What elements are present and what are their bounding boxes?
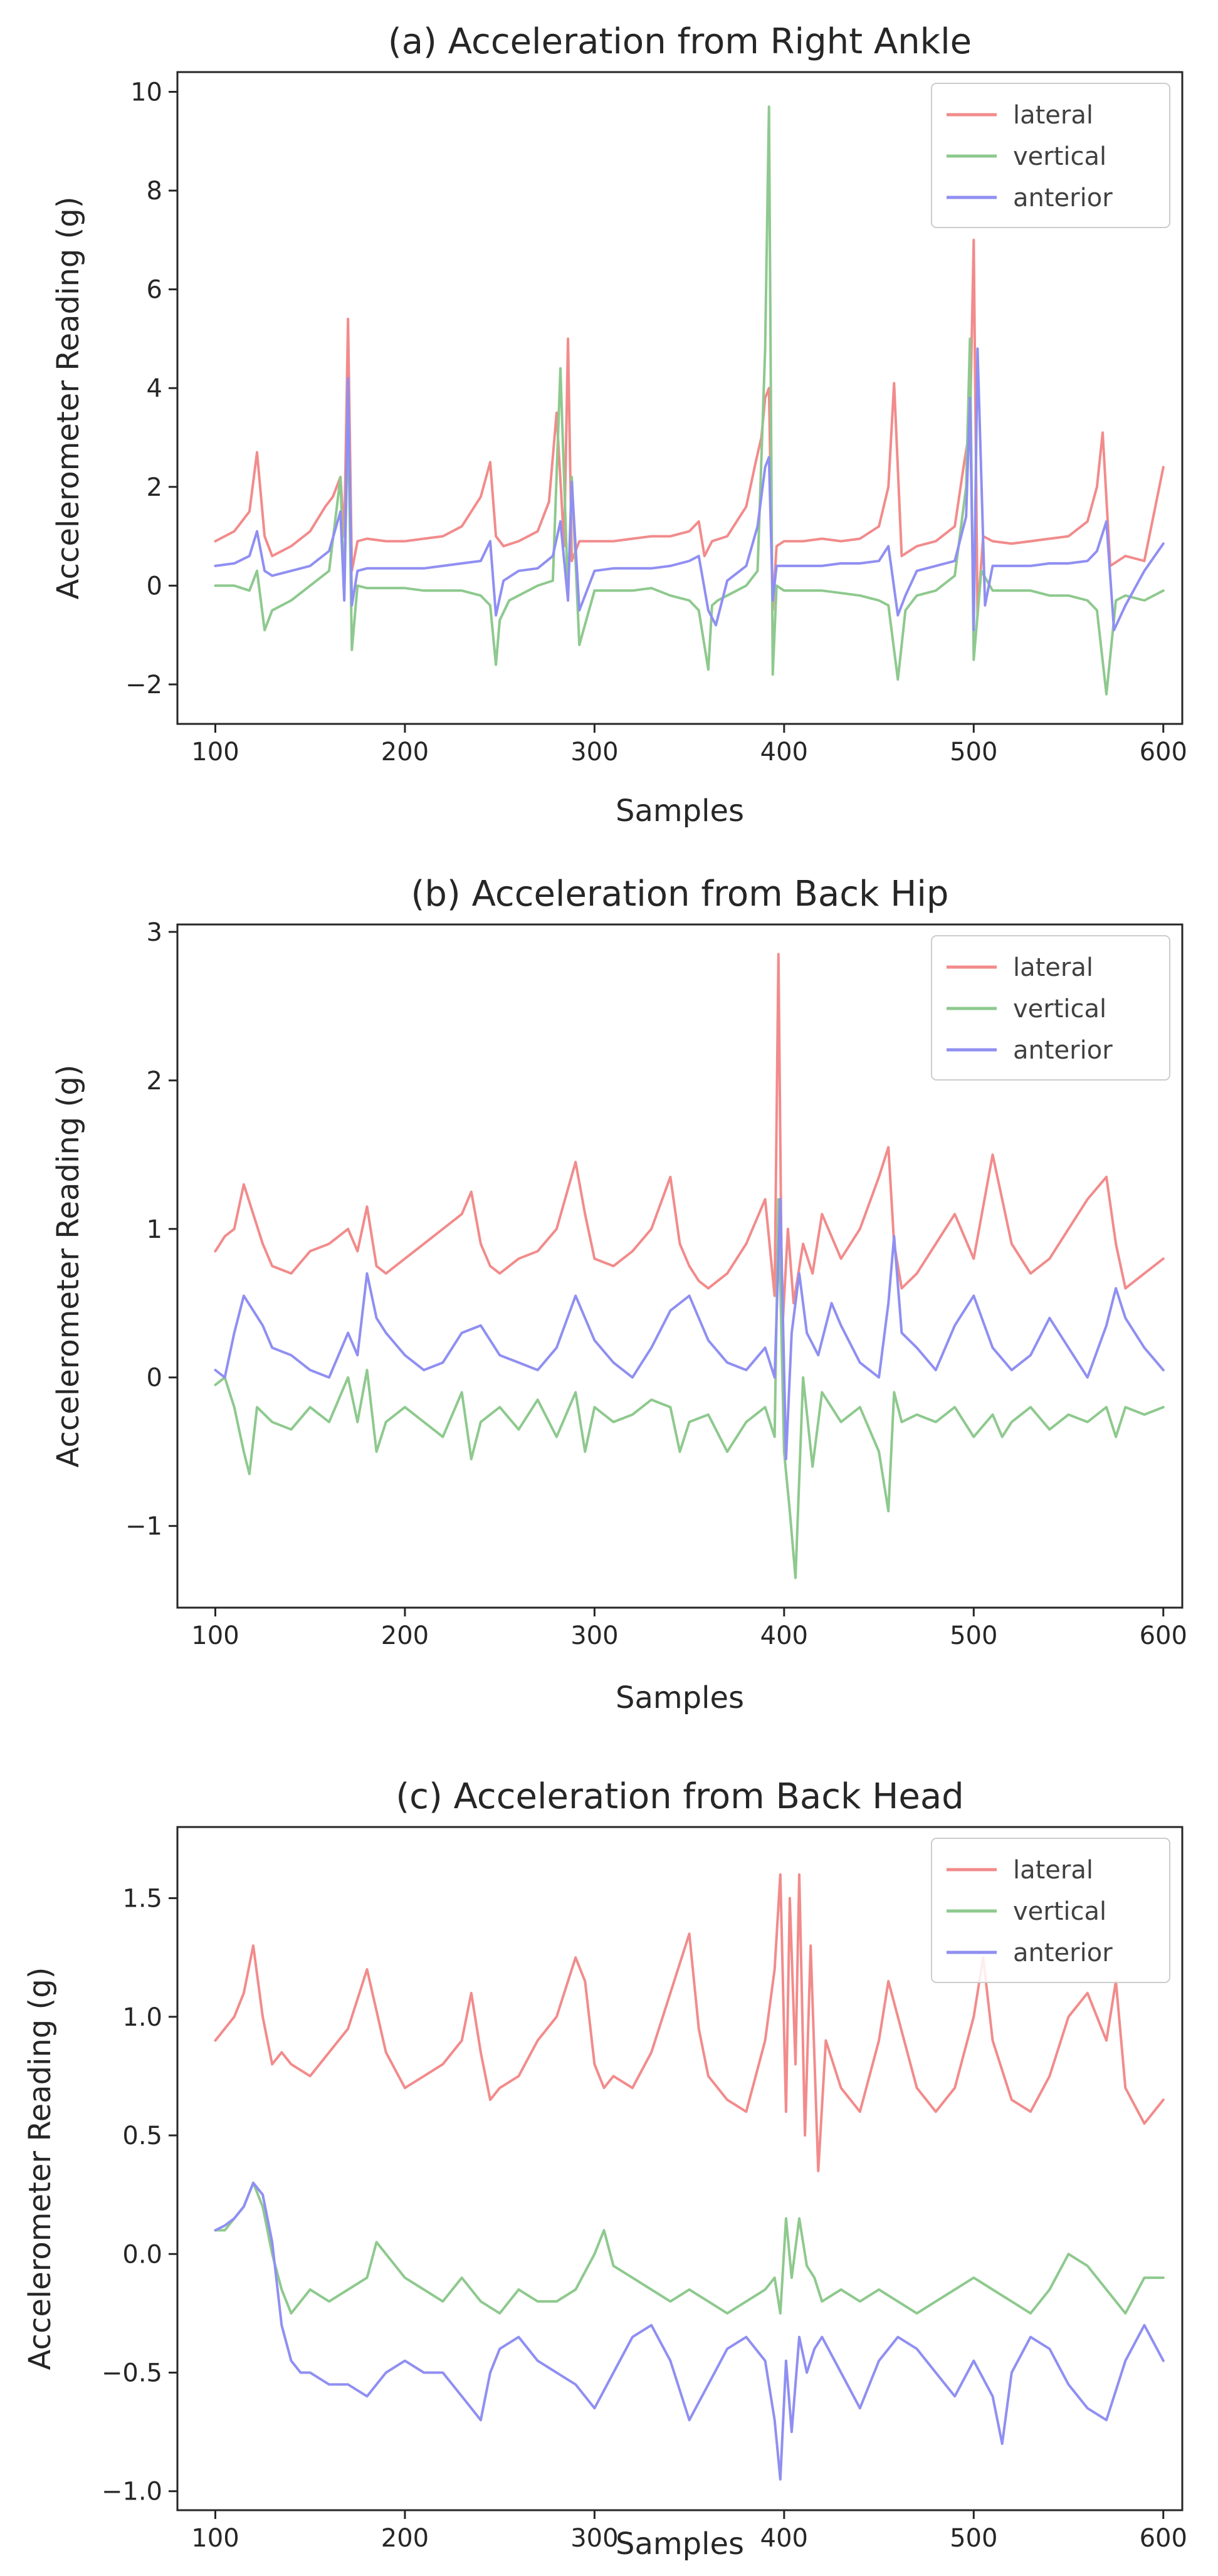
legend: lateral vertical anterior <box>931 1838 1170 1983</box>
y-tick-label: 3 <box>147 918 162 947</box>
x-tick-label: 100 <box>191 1621 239 1650</box>
legend-label-anterior: anterior <box>1013 1036 1113 1065</box>
series-line-lateral <box>214 238 1165 617</box>
legend-label-lateral: lateral <box>1013 953 1093 982</box>
legend-label-lateral: lateral <box>1013 101 1093 130</box>
y-axis-label: Accelerometer Reading (g) <box>51 197 86 600</box>
series-line-vertical <box>214 105 1165 696</box>
y-axis-label: Accelerometer Reading (g) <box>51 1065 86 1468</box>
x-tick-label: 200 <box>381 1621 429 1650</box>
legend-box <box>931 935 1170 1081</box>
y-tick-label: 0 <box>147 1364 162 1393</box>
plot-frame <box>176 1826 1184 2511</box>
legend: lateral vertical anterior <box>931 83 1170 228</box>
y-tick-label: 4 <box>147 374 162 403</box>
legend: lateral vertical anterior <box>931 935 1170 1081</box>
series-line-lateral <box>214 1873 1165 2172</box>
chart-title: (b) Acceleration from Back Hip <box>411 874 949 914</box>
chart-panel-1: (b) Acceleration from Back Hip 100 200 300 4… <box>51 874 1187 1715</box>
y-tick-label: 1.0 <box>122 2003 162 2032</box>
chart-title: (a) Acceleration from Right Ankle <box>388 21 972 62</box>
y-tick-label: −2 <box>125 671 162 699</box>
y-tick-label: 1 <box>147 1215 162 1244</box>
x-tick-label: 300 <box>570 1621 618 1650</box>
plot-frame <box>176 71 1184 725</box>
legend-label-anterior: anterior <box>1013 184 1113 212</box>
legend-box <box>931 83 1170 228</box>
y-tick-label: 0.0 <box>122 2240 162 2269</box>
x-axis-label: Samples <box>616 1680 744 1715</box>
series-line-vertical <box>214 2181 1165 2315</box>
y-tick-label: 2 <box>147 1067 162 1096</box>
x-tick-label: 300 <box>570 2524 618 2553</box>
y-tick-label: −1 <box>125 1512 162 1541</box>
legend-box <box>931 1838 1170 1983</box>
y-tick-label: 1.5 <box>122 1885 162 1914</box>
y-tick-label: 2 <box>147 473 162 502</box>
y-tick-label: 0 <box>147 572 162 600</box>
y-tick-label: 10 <box>130 78 162 107</box>
y-tick-label: −0.5 <box>102 2359 162 2387</box>
x-tick-label: 200 <box>381 738 429 767</box>
series-line-lateral <box>214 953 1165 1334</box>
x-tick-label: 100 <box>191 738 239 767</box>
legend-label-vertical: vertical <box>1013 142 1106 171</box>
legend-label-vertical: vertical <box>1013 1897 1106 1926</box>
x-tick-label: 600 <box>1140 738 1187 767</box>
x-tick-label: 300 <box>570 738 618 767</box>
chart-panel-2: (c) Acceleration from Back Head 100 200 300… <box>23 1776 1187 2562</box>
series-line-vertical <box>214 1198 1165 1579</box>
x-tick-label: 600 <box>1140 1621 1187 1650</box>
series-line-anterior <box>214 347 1165 632</box>
legend-label-vertical: vertical <box>1013 995 1106 1024</box>
legend-label-lateral: lateral <box>1013 1856 1093 1885</box>
x-tick-label: 400 <box>760 1621 808 1650</box>
x-tick-label: 500 <box>950 2524 997 2553</box>
x-tick-label: 500 <box>950 1621 997 1650</box>
y-tick-label: 8 <box>147 177 162 206</box>
series-line-anterior <box>214 2181 1165 2481</box>
x-tick-label: 100 <box>191 2524 239 2553</box>
x-tick-label: 400 <box>760 2524 808 2553</box>
y-tick-label: 6 <box>147 276 162 305</box>
plot-frame <box>176 923 1184 1609</box>
x-tick-label: 500 <box>950 738 997 767</box>
x-tick-label: 400 <box>760 738 808 767</box>
series-line-anterior <box>214 1198 1165 1460</box>
y-axis-label: Accelerometer Reading (g) <box>23 1967 58 2370</box>
y-tick-label: 0.5 <box>122 2122 162 2150</box>
chart-title: (c) Acceleration from Back Head <box>396 1776 963 1817</box>
y-tick-label: −1.0 <box>102 2478 162 2506</box>
x-tick-label: 200 <box>381 2524 429 2553</box>
x-axis-label: Samples <box>616 793 744 829</box>
x-axis-label: Samples <box>616 2526 744 2562</box>
legend-label-anterior: anterior <box>1013 1939 1113 1967</box>
x-tick-label: 600 <box>1140 2524 1187 2553</box>
